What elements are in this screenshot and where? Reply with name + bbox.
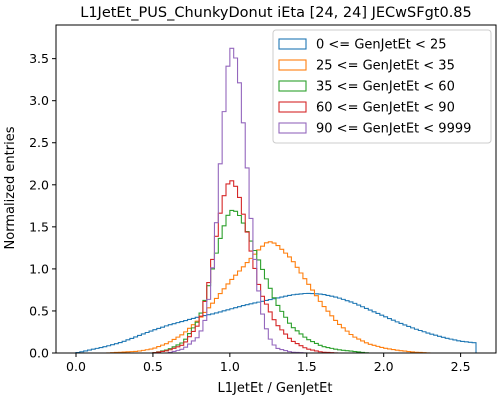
y-tick-label: 3.0	[29, 93, 49, 108]
y-tick-label: 0.0	[29, 346, 49, 361]
series-2-line	[152, 209, 369, 354]
x-tick-label: 0.5	[143, 359, 163, 374]
y-tick-label: 1.0	[29, 261, 49, 276]
x-axis: 0.0 0.5 1.0 1.5 2.0 2.5	[66, 353, 471, 374]
y-axis: 0.0 0.5 1.0 1.5 2.0 2.5 3.0 3.5	[29, 51, 56, 361]
y-tick-label: 2.5	[29, 135, 49, 150]
x-tick-label: 1.5	[297, 359, 317, 374]
legend-entry-label: 35 <= GenJetEt < 60	[316, 80, 455, 95]
legend-entry-label: 60 <= GenJetEt < 90	[316, 101, 455, 116]
legend-entry-label: 90 <= GenJetEt < 9999	[316, 122, 471, 137]
series-1-line	[106, 241, 431, 354]
legend-entry-label: 0 <= GenJetEt < 25	[316, 38, 447, 53]
series-4-line	[167, 47, 308, 354]
chart-title: L1JetEt_PUS_ChunkyDonut iEta [24, 24] JE…	[80, 5, 472, 21]
x-tick-label: 2.0	[374, 359, 394, 374]
x-tick-label: 0.0	[66, 359, 86, 374]
x-axis-label: L1JetEt / GenJetEt	[218, 381, 333, 396]
y-tick-label: 2.0	[29, 177, 49, 192]
plot-frame	[55, 24, 497, 354]
legend-entry-label: 25 <= GenJetEt < 35	[316, 59, 455, 74]
legend: 0 <= GenJetEt < 25 25 <= GenJetEt < 35 35 …	[272, 29, 492, 144]
y-tick-label: 0.5	[29, 303, 49, 318]
series-3-line	[152, 180, 339, 354]
legend-swatch	[278, 122, 307, 134]
legend-swatch	[278, 59, 307, 71]
y-tick-label: 3.5	[29, 51, 49, 66]
legend-swatch	[278, 38, 307, 50]
y-tick-label: 1.5	[29, 219, 49, 234]
x-tick-label: 2.5	[451, 359, 471, 374]
y-axis-label: Normalized entries	[3, 126, 18, 249]
plot-area	[75, 47, 477, 354]
legend-swatch	[278, 80, 307, 92]
x-tick-label: 1.0	[220, 359, 240, 374]
legend-swatch	[278, 101, 307, 113]
legend-box	[272, 29, 492, 144]
